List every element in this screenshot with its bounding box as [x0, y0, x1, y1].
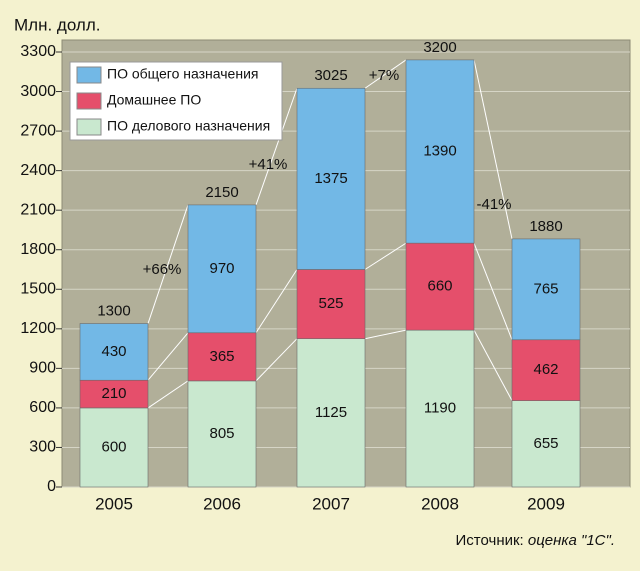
value-label: 525	[318, 295, 343, 312]
legend-label: Домашнее ПО	[107, 92, 201, 108]
connector	[364, 242, 407, 270]
y-axis-label: Млн. долл.	[14, 15, 100, 34]
bar-segment	[296, 269, 366, 340]
value-label: 430	[101, 343, 126, 360]
y-tick-label: 600	[29, 399, 56, 416]
legend-label: ПО делового назначения	[107, 118, 270, 134]
total-label: 1300	[97, 303, 130, 320]
legend-swatch	[76, 118, 102, 136]
y-tick-label: 300	[29, 439, 56, 456]
x-tick-label: 2005	[95, 494, 133, 513]
growth-label: +41%	[249, 156, 288, 173]
growth-label: +7%	[369, 67, 399, 84]
total-label: 2150	[205, 184, 238, 201]
value-label: 765	[533, 280, 558, 297]
value-label: 365	[209, 348, 234, 365]
value-label: 1125	[315, 404, 347, 421]
y-tick-label: 1200	[20, 320, 56, 337]
y-tick-label: 1500	[20, 280, 56, 297]
bar-segment	[511, 238, 581, 341]
value-label: 462	[533, 361, 558, 378]
legend-label: ПО общего назначения	[107, 66, 258, 82]
y-tick-label: 0	[47, 478, 56, 495]
value-label: 655	[533, 435, 558, 452]
y-tick-label: 2400	[20, 162, 56, 179]
growth-label: +66%	[143, 261, 182, 278]
bar-segment	[511, 400, 581, 488]
x-tick-label: 2008	[421, 494, 459, 513]
value-label: 600	[101, 438, 126, 455]
value-label: 970	[209, 260, 234, 277]
connector	[147, 204, 189, 324]
legend-swatch	[76, 66, 102, 84]
y-tick-label: 2100	[20, 201, 56, 218]
bar-segment	[79, 323, 149, 381]
value-label: 1375	[314, 170, 347, 187]
value-label: 1390	[423, 142, 456, 159]
legend-swatch	[76, 92, 102, 110]
x-tick-label: 2009	[527, 494, 565, 513]
growth-label: -41%	[476, 196, 511, 213]
legend-box	[69, 61, 283, 141]
bar-segment	[79, 379, 149, 409]
y-tick-label: 2700	[20, 122, 56, 139]
bar-segment	[405, 329, 475, 488]
bar-segment	[296, 338, 366, 488]
bar-segment	[511, 339, 581, 401]
total-label: 3025	[314, 67, 347, 84]
connector	[147, 332, 189, 381]
connector	[473, 242, 513, 340]
bar-segment	[79, 407, 149, 488]
bar-segment	[405, 242, 475, 331]
bar-segment	[296, 87, 366, 270]
x-tick-label: 2006	[203, 494, 241, 513]
connector	[473, 59, 513, 240]
connector	[255, 338, 298, 382]
source: Источник: оценка "1С".	[456, 532, 615, 549]
source-name: оценка "1С".	[528, 532, 615, 549]
value-label: 805	[209, 425, 234, 442]
connector	[255, 269, 298, 334]
bar-segment	[187, 204, 257, 334]
connector	[147, 380, 189, 409]
source-prefix: Источник:	[456, 532, 524, 549]
connector	[364, 329, 407, 340]
connector	[473, 329, 513, 401]
connector	[255, 88, 298, 206]
total-label: 3200	[423, 39, 456, 56]
value-label: 660	[427, 278, 452, 295]
connector	[364, 59, 407, 89]
value-label: 210	[101, 385, 126, 402]
y-tick-label: 900	[29, 360, 56, 377]
value-label: 1190	[424, 400, 456, 417]
bar-segment	[187, 332, 257, 382]
y-tick-label: 3000	[20, 83, 56, 100]
y-tick-label: 3300	[20, 43, 56, 60]
total-label: 1880	[529, 218, 562, 235]
y-tick-label: 1800	[20, 241, 56, 258]
x-tick-label: 2007	[312, 494, 350, 513]
bar-segment	[405, 59, 475, 244]
